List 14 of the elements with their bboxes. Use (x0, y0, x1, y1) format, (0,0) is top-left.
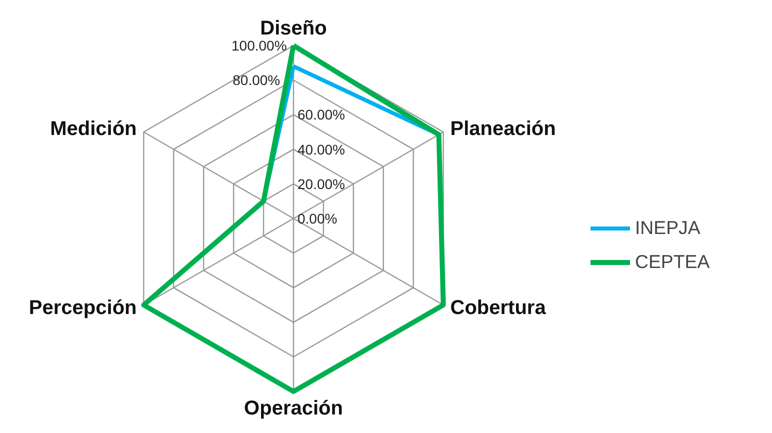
y-tick-label: 40.00% (298, 141, 345, 158)
y-tick-label: 60.00% (298, 106, 345, 123)
y-tick-label: 0.00% (298, 210, 338, 226)
spoke-label: Planeación (450, 118, 556, 140)
spoke-label: Medición (50, 118, 137, 140)
spoke-label: Diseño (260, 18, 327, 40)
y-tick-label: 20.00% (298, 176, 345, 192)
legend-label: INEPJA (635, 217, 700, 239)
spoke-label: Operación (244, 398, 343, 420)
spoke-label: Percepción (28, 297, 137, 319)
y-tick-label: 80.00% (232, 72, 280, 88)
legend-label: CEPTEA (635, 251, 710, 273)
y-tick-label: 100.00% (232, 38, 287, 54)
spoke-label: Cobertura (450, 297, 547, 319)
